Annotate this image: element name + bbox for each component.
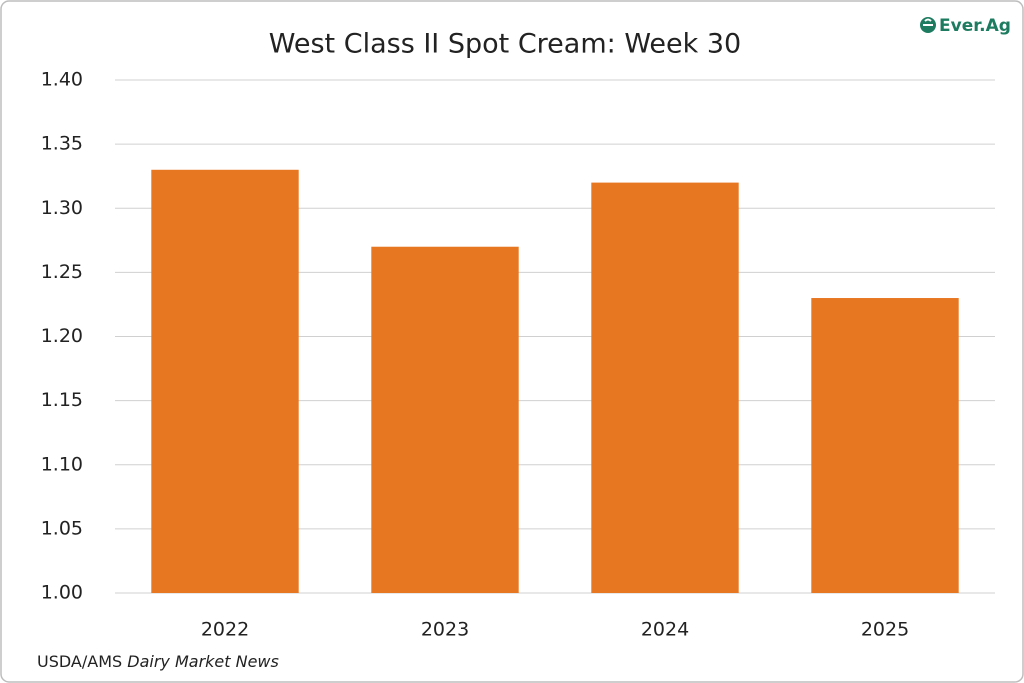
- bar: [371, 246, 519, 593]
- x-tick-label: 2023: [421, 619, 469, 641]
- y-tick-label: 1.35: [41, 133, 83, 155]
- source-publication: Dairy Market News: [127, 652, 279, 671]
- chart-title: West Class II Spot Cream: Week 30: [269, 29, 741, 60]
- y-tick-label: 1.25: [41, 261, 83, 283]
- bar: [591, 182, 739, 593]
- x-tick-label: 2024: [641, 619, 689, 641]
- y-tick-label: 1.40: [41, 69, 83, 91]
- y-tick-label: 1.20: [41, 325, 83, 347]
- logo: Ever.Ag: [920, 16, 1011, 36]
- source-agency: USDA/AMS: [37, 652, 122, 671]
- x-tick-label: 2025: [861, 619, 909, 641]
- logo-icon-mark: [923, 18, 933, 26]
- bar: [151, 169, 299, 593]
- y-tick-label: 1.30: [41, 197, 83, 219]
- x-tick-label: 2022: [201, 619, 249, 641]
- y-tick-label: 1.10: [41, 453, 83, 475]
- logo-text: Ever.Ag: [939, 16, 1011, 36]
- y-tick-label: 1.00: [41, 582, 83, 604]
- source: USDA/AMS Dairy Market News: [37, 652, 279, 671]
- bar: [811, 298, 959, 593]
- y-tick-label: 1.05: [41, 517, 83, 539]
- y-tick-label: 1.15: [41, 389, 83, 411]
